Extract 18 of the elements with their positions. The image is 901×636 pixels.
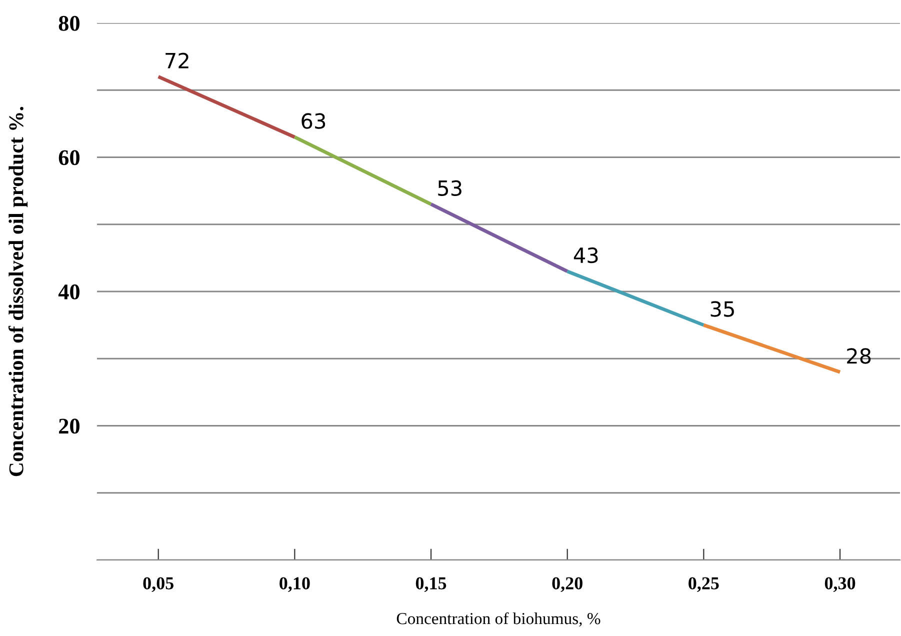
x-tick-label: 0,15 [416,577,446,592]
y-tick-label: 40 [58,284,80,300]
x-tick-label: 0,05 [143,577,174,592]
data-label: 43 [574,247,598,264]
y-axis-title: Concentration of dissolved oil product %. [8,106,28,476]
y-tick-label: 80 [58,16,80,31]
x-tick-label: 0,30 [824,577,856,592]
data-label: 35 [710,301,734,317]
y-tick-label: 20 [59,418,80,434]
data-label: 72 [166,52,188,68]
data-label: 28 [847,348,871,364]
data-label: 63 [302,113,326,129]
x-tick-label: 0,25 [688,577,719,592]
y-tick-label: 60 [58,150,80,166]
x-tick-label: 0,10 [280,577,310,592]
x-tick-label: 0,20 [552,577,582,592]
x-axis-title: Concentration of biohumus, % [396,612,600,627]
data-label: 53 [438,180,462,196]
